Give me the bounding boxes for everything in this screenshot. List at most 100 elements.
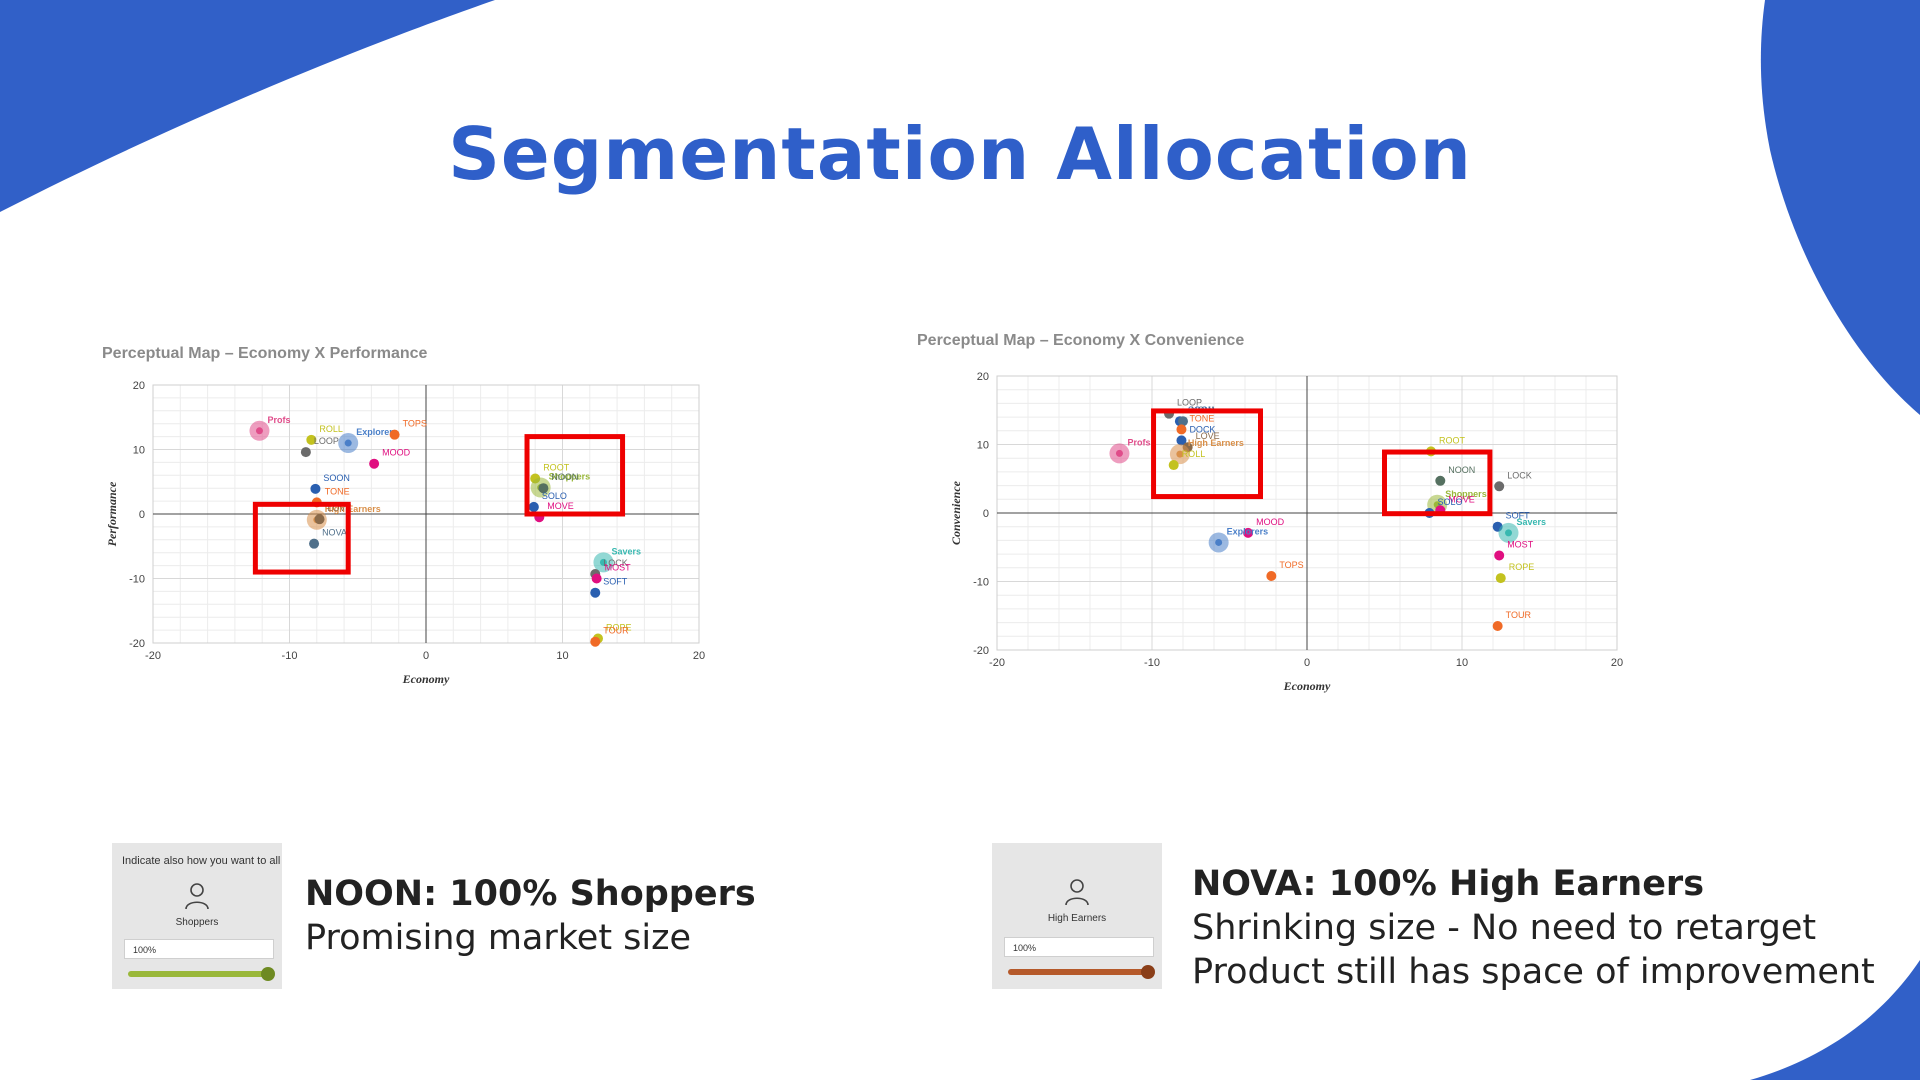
point-label: Savers: [611, 546, 641, 556]
y-tick-label: 10: [133, 445, 145, 457]
corner-blob-bottom-right: [1750, 960, 1920, 1080]
point-label: ROOT: [1439, 435, 1466, 445]
y-axis-label: Convenience: [949, 480, 963, 545]
product-dot: [300, 447, 311, 458]
point-label: ROLL: [1182, 449, 1206, 459]
highlight-box: [1382, 449, 1493, 517]
point-label: MOVE: [547, 501, 574, 511]
data-point: TOUR: [1492, 610, 1531, 632]
point-label: High Earners: [1188, 438, 1244, 448]
product-dot: [1168, 460, 1179, 471]
allocation-thumbnail-high-earners: High Earners 100%: [992, 843, 1162, 989]
point-label: LOVE: [1196, 431, 1220, 441]
point-label: MOVE: [1448, 494, 1475, 504]
point-label: High Earners: [325, 504, 381, 514]
x-tick-label: 10: [1456, 657, 1468, 669]
data-point: SOFT: [590, 577, 628, 598]
chart-title: Perceptual Map – Economy X Convenience: [917, 332, 1245, 349]
point-label: NOVA: [322, 528, 347, 538]
data-point: ROLL: [306, 424, 343, 445]
product-dot: [1178, 416, 1188, 427]
chart-title: Perceptual Map – Economy X Performance: [102, 345, 428, 362]
point-label: Explorers: [356, 427, 398, 437]
point-label: NOON: [1448, 465, 1475, 475]
product-dot: [528, 501, 539, 512]
chart-svg: -20 -10 0 10 20 -20 -10 0 10 20 Economy Performance…: [105, 380, 705, 686]
segment-person-icon: [1065, 879, 1089, 906]
y-tick-label: -20: [129, 638, 145, 650]
product-dot: [306, 434, 317, 445]
product-dot: [1492, 621, 1503, 632]
highlight-box: [252, 501, 351, 575]
y-tick-label: -10: [129, 574, 145, 586]
product-dot: [314, 514, 325, 525]
product-dot: [590, 587, 601, 598]
y-tick-label: -10: [973, 577, 989, 589]
product-dot: [1243, 527, 1254, 538]
allocation-slider-track[interactable]: [1008, 969, 1148, 975]
data-point: NOVA: [309, 528, 347, 549]
point-label: SOFT: [1506, 511, 1531, 521]
segment-center: [1176, 450, 1184, 458]
point-label: LOVE: [328, 503, 352, 513]
point-label: NOON: [551, 472, 578, 482]
allocation-reason: Product still has space of improvement: [1192, 952, 1875, 992]
point-label: TOPS: [1279, 560, 1303, 570]
point-label: LOOP: [1177, 398, 1202, 408]
segment-center: [1505, 529, 1512, 537]
y-tick-label: 0: [139, 509, 145, 521]
product-dot: [310, 483, 321, 494]
data-point: Savers: [593, 546, 641, 573]
point-label: ROPE: [606, 622, 632, 632]
allocation-heading: NOVA: 100% High Earners: [1192, 864, 1705, 904]
data-point: LOVE: [314, 503, 352, 525]
percent-input[interactable]: 100%: [1004, 937, 1154, 957]
highlight-box: [524, 434, 626, 517]
allocation-slider-track[interactable]: [128, 971, 268, 977]
highlight-box: [1151, 408, 1263, 500]
chart-svg: -20 -10 0 10 20 -20 -10 0 10 20 Economy Convenience…: [949, 371, 1623, 693]
allocation-slider-knob[interactable]: [1141, 965, 1155, 979]
allocation-slider-knob[interactable]: [261, 967, 275, 981]
data-point: ROLL: [1168, 449, 1206, 471]
y-tick-label: 10: [977, 440, 989, 452]
y-tick-label: 0: [983, 508, 989, 520]
point-label: SOLO: [1437, 497, 1462, 507]
x-tick-label: 0: [423, 650, 429, 662]
product-dot: [1494, 481, 1505, 492]
data-point: Explorers: [338, 427, 398, 454]
point-label: DOCK: [1189, 424, 1215, 434]
slide-title: Segmentation Allocation: [448, 112, 1472, 196]
data-point: TOUR: [590, 626, 629, 647]
product-dot: [590, 636, 601, 647]
x-tick-label: -20: [989, 657, 1005, 669]
y-tick-label: -20: [973, 645, 989, 657]
point-label: LOCK: [603, 558, 628, 568]
data-point: High Earners: [1169, 438, 1244, 465]
point-label: SOFT: [603, 577, 628, 587]
data-point: NOON: [1435, 465, 1475, 486]
data-point: SOON: [310, 473, 350, 494]
x-tick-label: -10: [1144, 657, 1160, 669]
x-tick-label: -10: [282, 650, 298, 662]
product-dot: [1435, 475, 1446, 486]
segment-center: [255, 427, 263, 435]
data-point: Profs: [249, 415, 290, 441]
point-label: MOST: [605, 563, 632, 573]
x-axis-label: Economy: [1283, 679, 1331, 693]
allocation-heading: NOON: 100% Shoppers: [305, 874, 756, 914]
data-point: DOCK: [1176, 424, 1215, 446]
thumb-header: Indicate also how you want to all: [122, 855, 281, 867]
point-label: TONE: [1189, 413, 1214, 423]
point-label: Shoppers: [549, 472, 591, 482]
data-point: MOOD: [1243, 517, 1285, 538]
data-point: TOPS: [1266, 560, 1304, 582]
corner-blob-top-right: [1760, 0, 1920, 415]
y-axis-label: Performance: [105, 481, 119, 546]
point-label: ROPE: [1509, 562, 1535, 572]
percent-input[interactable]: 100%: [124, 939, 274, 959]
point-label: LOCK: [1507, 470, 1532, 480]
point-label: SOON: [323, 473, 350, 483]
allocation-reason: Promising market size: [305, 918, 692, 958]
data-point: MOST: [1494, 539, 1534, 561]
